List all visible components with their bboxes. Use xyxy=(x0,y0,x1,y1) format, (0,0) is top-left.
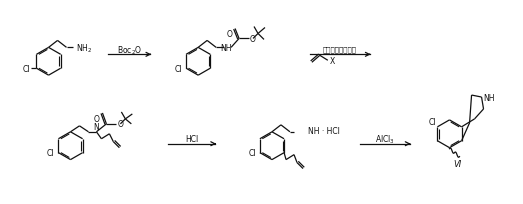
Text: Cl: Cl xyxy=(248,149,256,157)
Text: HCl: HCl xyxy=(185,135,198,144)
Text: NH$_2$: NH$_2$ xyxy=(76,42,93,54)
Text: VI: VI xyxy=(453,159,462,168)
Text: O: O xyxy=(117,120,123,129)
Text: NH · HCl: NH · HCl xyxy=(308,127,340,136)
Text: Cl: Cl xyxy=(429,117,436,126)
Text: AlCl$_3$: AlCl$_3$ xyxy=(375,133,395,145)
Text: NH: NH xyxy=(220,44,232,53)
Text: O: O xyxy=(226,30,232,39)
Text: 相转移嫁化剂，碑: 相转移嫁化剂，碑 xyxy=(323,46,357,52)
Text: Boc$_2$O: Boc$_2$O xyxy=(117,44,142,56)
Text: X: X xyxy=(330,57,335,65)
Text: O: O xyxy=(94,114,99,123)
Text: N: N xyxy=(94,122,99,131)
Text: Cl: Cl xyxy=(47,149,54,157)
Text: O: O xyxy=(250,35,256,44)
Text: Cl: Cl xyxy=(175,64,182,73)
Text: Cl: Cl xyxy=(23,64,30,73)
Text: NH: NH xyxy=(484,93,495,102)
